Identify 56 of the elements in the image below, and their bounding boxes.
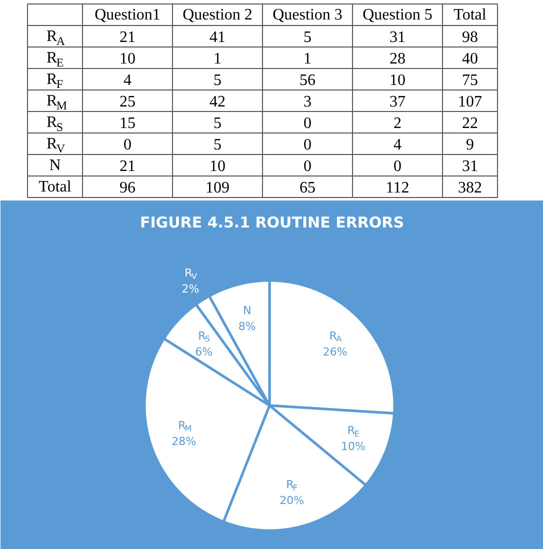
data-label: 20%: [280, 494, 304, 508]
data-label: 10%: [340, 440, 366, 454]
data-label: 4: [394, 136, 402, 154]
data-label: 28: [390, 50, 406, 68]
data-label: 0: [304, 114, 312, 132]
data-label: 56: [300, 72, 316, 89]
data-label: 25: [120, 93, 136, 110]
data-label: 0: [304, 158, 312, 175]
data-label: 6%: [195, 345, 213, 358]
data-label: 75: [462, 72, 478, 89]
data-label: 3: [304, 93, 312, 110]
x-tick-label: Question 3: [272, 6, 342, 24]
data-label: 10: [390, 72, 406, 89]
data-label: 10: [210, 158, 226, 175]
data-label: 28%: [172, 434, 196, 448]
data-label: 96: [120, 179, 136, 196]
data-label: 10: [120, 50, 136, 68]
x-tick-label: Total: [454, 6, 487, 24]
data-label: 1: [214, 50, 222, 68]
data-label: 1: [304, 50, 312, 68]
data-label: 0: [394, 158, 402, 175]
data-label: 8%: [238, 320, 256, 333]
data-label: 5: [214, 136, 222, 154]
data-label: 37: [390, 93, 406, 110]
data-label: 21: [120, 28, 136, 46]
chart-title: FIGURE 4.5.1 ROUTINE ERRORS: [140, 214, 404, 232]
data-label: 98: [462, 28, 478, 46]
data-label: 9: [466, 136, 474, 154]
data-label: 15: [120, 114, 136, 132]
y-tick-label: Total: [38, 178, 72, 196]
data-label: 2%: [182, 282, 200, 296]
x-tick-label: Question 5: [362, 6, 432, 24]
data-label: 5: [214, 72, 222, 89]
data-label: 26%: [322, 345, 348, 358]
data-label: 41: [210, 28, 226, 46]
data-label: 42: [210, 93, 226, 110]
slice-label: N: [243, 304, 252, 317]
data-label: 0: [124, 136, 132, 154]
x-tick-label: Question1: [94, 6, 160, 24]
data-label: 112: [386, 179, 410, 196]
data-label: 40: [462, 50, 478, 68]
data-label: 2: [394, 114, 402, 132]
data-label: 31: [462, 158, 478, 175]
data-label: 109: [206, 179, 230, 196]
data-label: 31: [390, 28, 406, 46]
data-label: 65: [300, 179, 316, 196]
data-label: 382: [458, 179, 482, 196]
data-label: 0: [304, 136, 312, 154]
data-label: 22: [462, 114, 478, 132]
y-tick-label: N: [49, 156, 62, 174]
data-label: 5: [214, 114, 222, 132]
x-tick-label: Question 2: [182, 6, 252, 24]
data-label: 21: [120, 158, 136, 175]
data-label: 107: [458, 93, 482, 110]
data-label: 5: [304, 28, 312, 46]
data-label: 4: [124, 72, 132, 89]
